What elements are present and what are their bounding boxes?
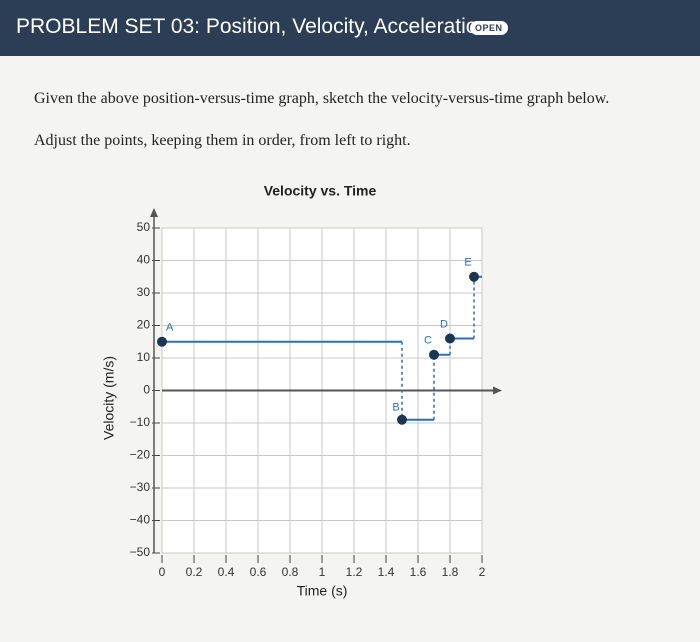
chart-title: Velocity vs. Time (264, 183, 377, 199)
y-tick-label: 20 (137, 318, 151, 332)
x-tick-label: 1.2 (346, 565, 363, 579)
data-point (157, 336, 167, 347)
point-label: C (424, 335, 432, 347)
instruction: Adjust the points, keeping them in order… (34, 132, 411, 149)
y-tick-label: −30 (130, 480, 151, 494)
x-tick-label: 1 (319, 565, 326, 579)
data-point (429, 349, 439, 360)
y-axis-label: Velocity (m/s) (101, 356, 117, 440)
page-title: PROBLEM SET 03: Position, Velocity, Acce… (16, 15, 490, 38)
x-tick-label: 0.2 (186, 565, 203, 579)
point-label: B (392, 402, 399, 414)
y-tick-label: −20 (130, 448, 151, 462)
data-point (445, 333, 455, 344)
x-tick-label: 0.4 (218, 565, 235, 579)
x-tick-label: 0.8 (282, 565, 299, 579)
x-tick-label: 1.8 (442, 565, 459, 579)
y-tick-label: −10 (130, 415, 151, 429)
x-tick-label: 1.4 (378, 565, 395, 579)
point-label: D (440, 318, 448, 330)
data-point (397, 414, 407, 425)
instruction: Given the above position-versus-time gra… (34, 90, 610, 107)
y-tick-label: 40 (137, 253, 151, 267)
y-tick-label: −50 (130, 545, 151, 559)
x-axis-arrow (493, 386, 502, 395)
y-tick-label: 0 (143, 383, 150, 397)
x-tick-label: 2 (479, 565, 486, 579)
point-label: E (464, 257, 471, 269)
y-tick-label: 30 (137, 285, 151, 299)
header: PROBLEM SET 03: Position, Velocity, Acce… (0, 0, 700, 56)
x-tick-label: 0 (159, 565, 166, 579)
y-tick-label: −40 (130, 513, 151, 527)
point-label: A (166, 322, 174, 334)
y-tick-label: 50 (137, 220, 151, 234)
x-tick-label: 1.6 (410, 565, 427, 579)
y-tick-label: 10 (137, 350, 151, 364)
y-axis-arrow (150, 208, 158, 217)
data-point (469, 271, 479, 282)
status-badge: OPEN (470, 21, 508, 35)
x-axis-label: Time (s) (297, 583, 348, 599)
x-tick-label: 0.6 (250, 565, 267, 579)
